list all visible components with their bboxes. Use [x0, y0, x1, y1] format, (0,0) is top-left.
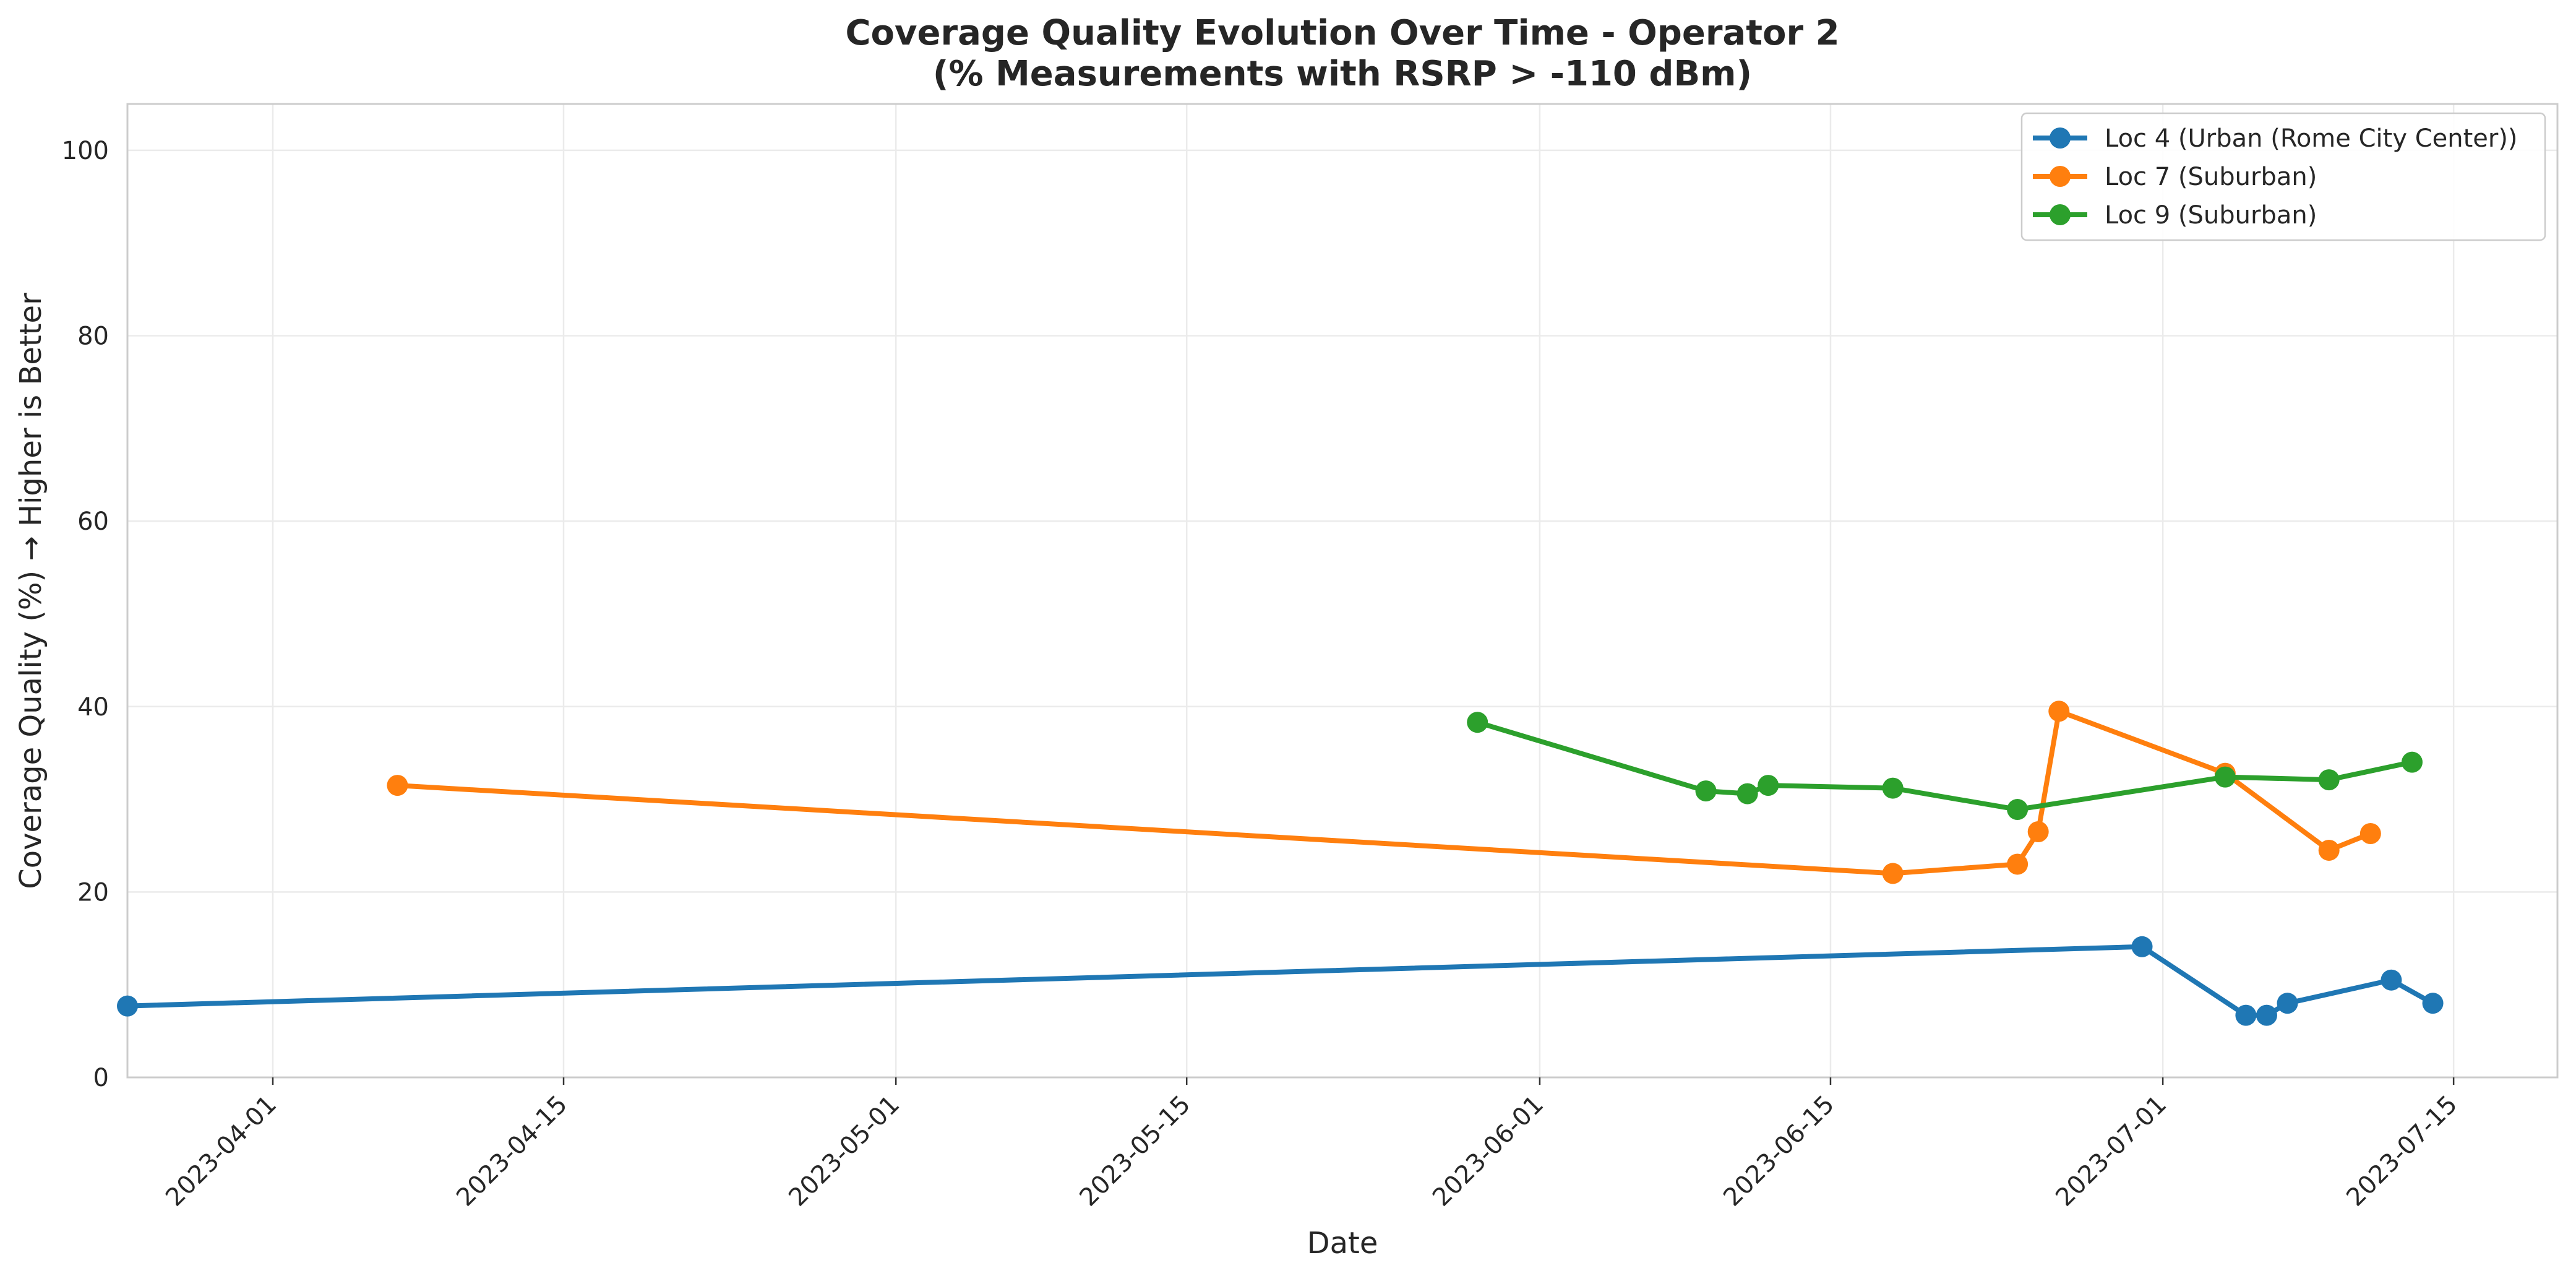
legend: Loc 4 (Urban (Rome City Center)) Loc 7 (S… [2020, 112, 2546, 241]
y-tick-label: 20 [77, 878, 109, 907]
grid [127, 104, 2557, 1079]
legend-item: Loc 4 (Urban (Rome City Center)) [2033, 124, 2518, 153]
legend-item: Loc 7 (Suburban) [2033, 163, 2317, 191]
data-point [2422, 993, 2444, 1014]
series-3 [1467, 712, 2423, 821]
chart-title-line-2: (% Measurements with RSRP > -110 dBm) [933, 54, 1752, 94]
plot-area-frame [126, 103, 2559, 1079]
data-point [2359, 823, 2381, 845]
x-axis-label: Date [1307, 1226, 1378, 1261]
series-group [117, 701, 2444, 1026]
data-point [2235, 1004, 2257, 1026]
data-point [2256, 1004, 2277, 1026]
data-point [2318, 769, 2340, 791]
data-point [1882, 777, 1904, 799]
y-tick-label: 80 [77, 322, 109, 351]
legend-swatch-marker [2050, 204, 2071, 225]
data-point [2277, 993, 2298, 1014]
data-point [2318, 839, 2340, 861]
legend-label: Loc 9 (Suburban) [2105, 201, 2317, 230]
data-point [2007, 853, 2029, 875]
data-point [1882, 863, 1904, 884]
data-point [2381, 969, 2402, 991]
legend-swatch-marker [2050, 166, 2071, 187]
y-tick-label: 0 [93, 1064, 109, 1092]
y-tick-label: 60 [77, 507, 109, 536]
data-point [2048, 701, 2070, 722]
legend-swatch-marker [2050, 127, 2071, 149]
series-1 [117, 936, 2444, 1026]
data-point [1737, 783, 1758, 804]
legend-item: Loc 9 (Suburban) [2033, 201, 2317, 230]
y-axis-label: Coverage Quality (%) → Higher is Better [14, 293, 48, 889]
data-point [1467, 712, 1488, 733]
data-point [2007, 799, 2029, 821]
data-point [1758, 775, 1779, 796]
data-point [2214, 766, 2236, 788]
data-point [1695, 780, 1717, 802]
data-point [387, 775, 408, 796]
data-point [2131, 936, 2153, 957]
legend-box [2020, 112, 2546, 241]
chart-title-line-1: Coverage Quality Evolution Over Time - O… [845, 13, 1839, 53]
data-point [117, 995, 138, 1017]
legend-label: Loc 7 (Suburban) [2105, 163, 2317, 191]
data-point [2027, 821, 2049, 843]
data-point [2401, 751, 2423, 773]
legend-label: Loc 4 (Urban (Rome City Center)) [2105, 124, 2518, 153]
y-tick-label: 100 [62, 137, 109, 165]
y-tick-label: 40 [77, 693, 109, 722]
series-line [395, 709, 2373, 876]
